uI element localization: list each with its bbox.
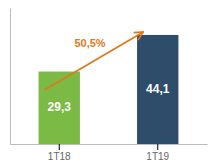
x-tick-label: 1T18 (48, 151, 71, 162)
bar (39, 72, 80, 144)
x-tick-mark (157, 144, 158, 150)
x-axis: 1T18 1T19 (11, 144, 208, 162)
annotation: 50,5% (74, 37, 105, 49)
plot: 1T18 1T19 29,3 44,1 50,5% (11, 9, 208, 163)
annotation-arrow (45, 32, 143, 90)
x-axis-line (11, 144, 208, 145)
bar (137, 35, 178, 144)
x-tick: 1T19 (146, 144, 169, 162)
y-axis-line (10, 9, 11, 145)
y-axis (10, 9, 11, 145)
x-tick: 1T18 (48, 144, 71, 162)
data-label: 29,3 (48, 100, 72, 114)
data-label: 44,1 (146, 82, 170, 96)
x-tick-mark (59, 144, 60, 150)
data-labels: 29,3 44,1 (48, 82, 170, 114)
x-tick-label: 1T19 (146, 151, 169, 162)
chart: 1T18 1T19 29,3 44,1 50,5% (0, 0, 215, 166)
